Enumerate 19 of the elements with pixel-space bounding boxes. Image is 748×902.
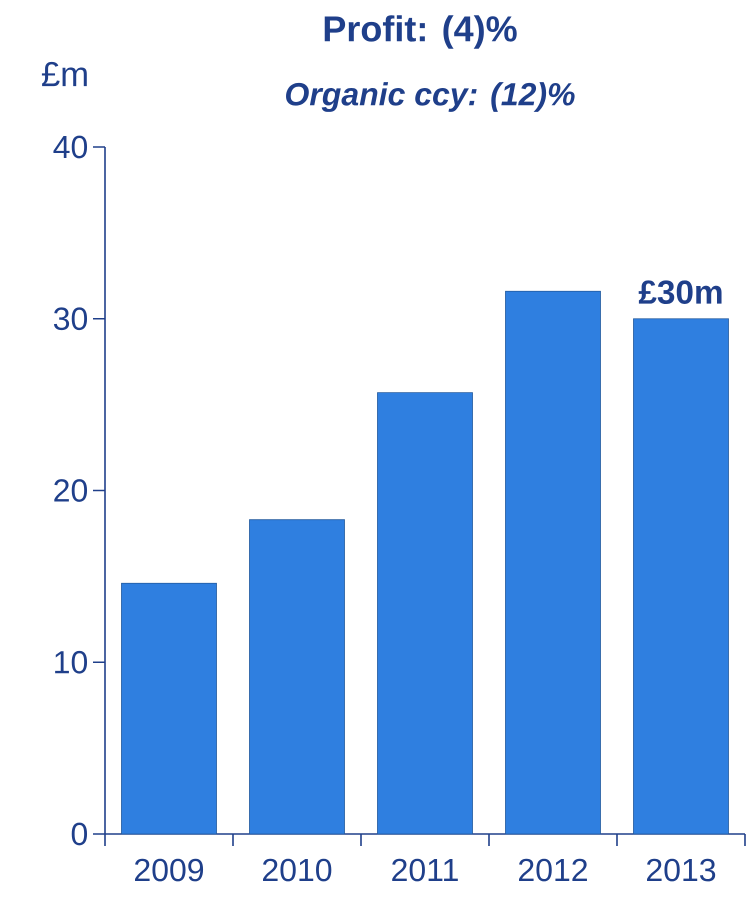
data-label: £30m bbox=[638, 280, 722, 304]
x-tick-label: 2010 bbox=[263, 858, 332, 882]
y-tick-label: 20 bbox=[54, 479, 88, 502]
bar bbox=[377, 392, 473, 834]
y-axis-title: £m bbox=[42, 62, 87, 86]
y-tick-label: 10 bbox=[55, 650, 88, 674]
y-tick-label: 0 bbox=[72, 822, 88, 846]
bar bbox=[121, 582, 217, 834]
x-tick-label: 2011 bbox=[392, 858, 458, 882]
bar bbox=[633, 318, 729, 834]
x-tick-label: 2009 bbox=[135, 858, 204, 882]
x-tick-label: 2012 bbox=[519, 858, 587, 882]
chart-title: Profit: (4)% bbox=[324, 15, 517, 49]
bar bbox=[505, 290, 601, 834]
bar bbox=[249, 519, 345, 834]
y-tick-label: 30 bbox=[54, 307, 88, 330]
chart-subtitle: Organic ccy: (12)% bbox=[286, 82, 575, 112]
y-tick-label: 40 bbox=[53, 136, 88, 158]
x-tick-label: 2013 bbox=[647, 858, 716, 882]
